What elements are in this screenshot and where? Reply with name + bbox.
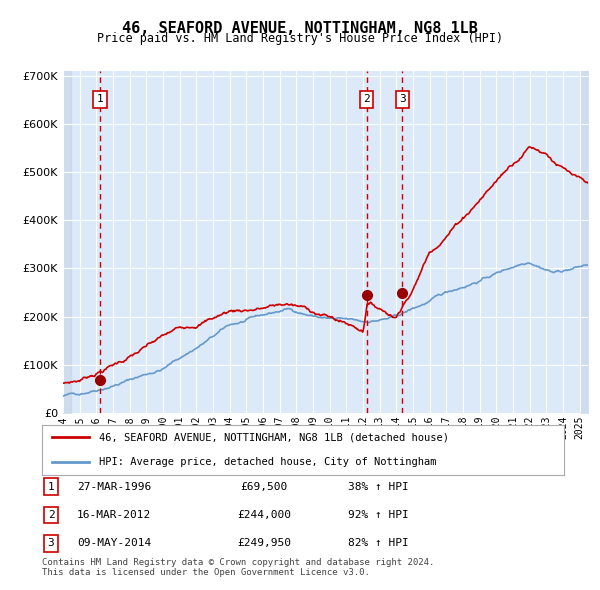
Text: 3: 3 xyxy=(47,539,55,548)
Text: 1: 1 xyxy=(47,482,55,491)
Text: 46, SEAFORD AVENUE, NOTTINGHAM, NG8 1LB (detached house): 46, SEAFORD AVENUE, NOTTINGHAM, NG8 1LB … xyxy=(100,432,449,442)
Text: £69,500: £69,500 xyxy=(241,482,287,491)
Text: Contains HM Land Registry data © Crown copyright and database right 2024.
This d: Contains HM Land Registry data © Crown c… xyxy=(42,558,434,577)
Text: 38% ↑ HPI: 38% ↑ HPI xyxy=(347,482,409,491)
Text: 2: 2 xyxy=(47,510,55,520)
Text: 3: 3 xyxy=(399,94,406,104)
Text: 82% ↑ HPI: 82% ↑ HPI xyxy=(347,539,409,548)
Text: HPI: Average price, detached house, City of Nottingham: HPI: Average price, detached house, City… xyxy=(100,457,437,467)
Text: 46, SEAFORD AVENUE, NOTTINGHAM, NG8 1LB: 46, SEAFORD AVENUE, NOTTINGHAM, NG8 1LB xyxy=(122,21,478,35)
Text: Price paid vs. HM Land Registry's House Price Index (HPI): Price paid vs. HM Land Registry's House … xyxy=(97,32,503,45)
Text: 1: 1 xyxy=(97,94,104,104)
Text: 92% ↑ HPI: 92% ↑ HPI xyxy=(347,510,409,520)
Text: 2: 2 xyxy=(363,94,370,104)
Text: £249,950: £249,950 xyxy=(237,539,291,548)
Text: 16-MAR-2012: 16-MAR-2012 xyxy=(77,510,151,520)
Text: 09-MAY-2014: 09-MAY-2014 xyxy=(77,539,151,548)
Text: £244,000: £244,000 xyxy=(237,510,291,520)
Text: 27-MAR-1996: 27-MAR-1996 xyxy=(77,482,151,491)
